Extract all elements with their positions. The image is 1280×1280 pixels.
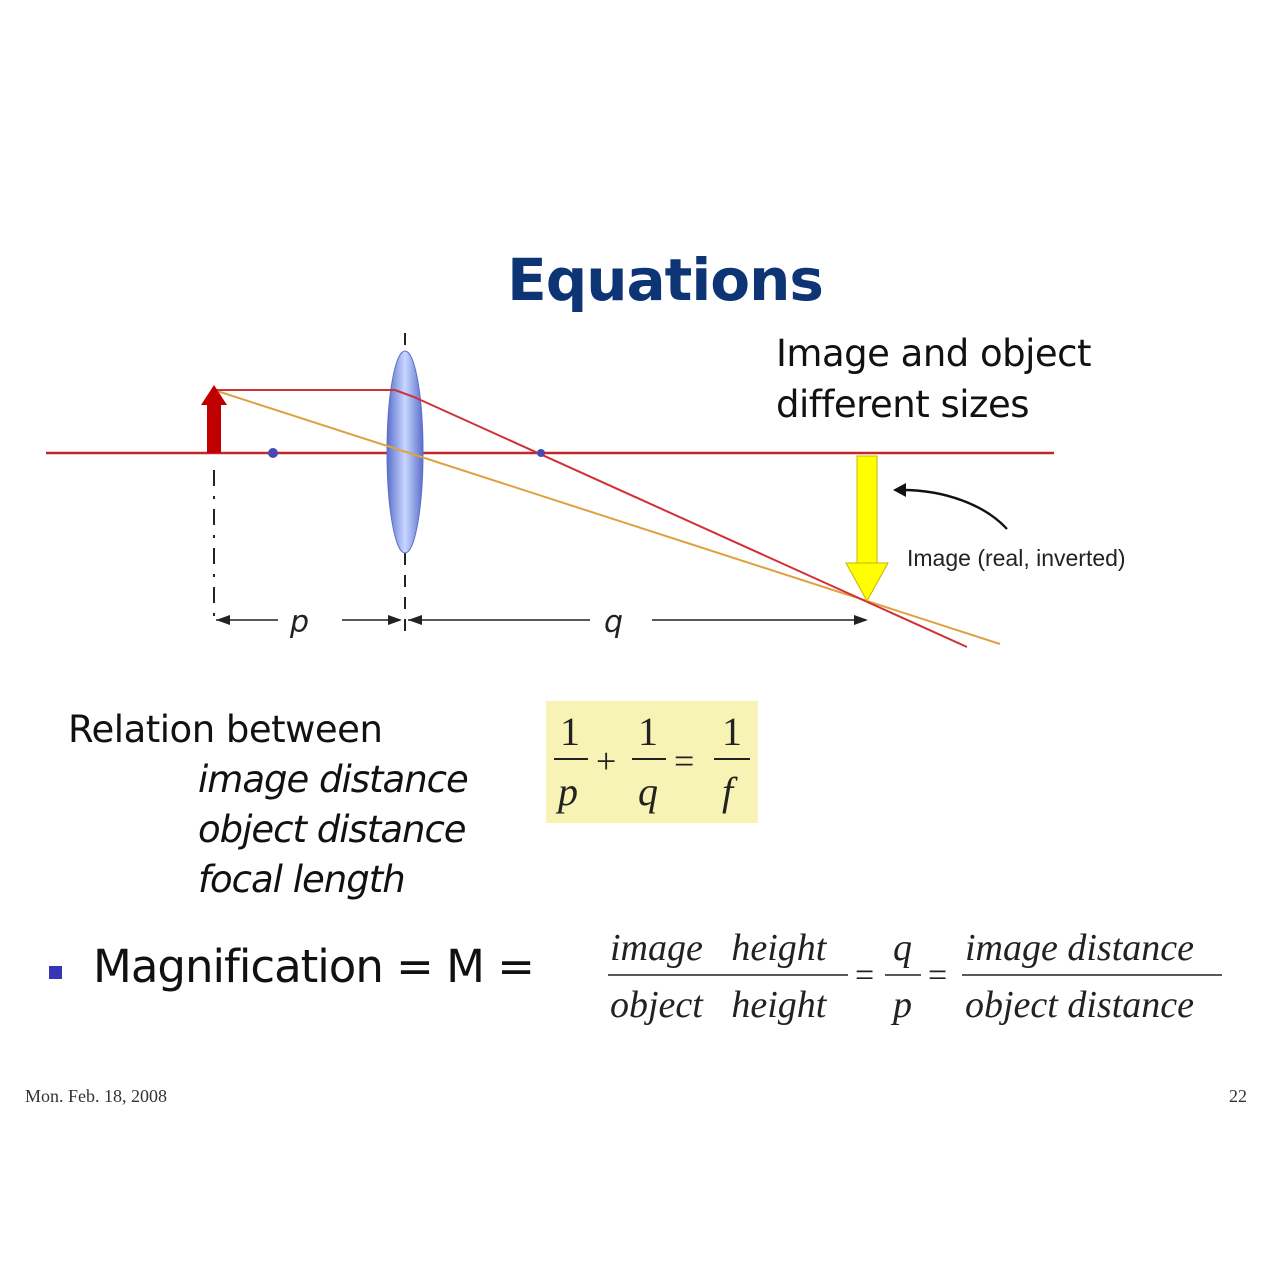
footer-date: Mon. Feb. 18, 2008 <box>25 1086 168 1106</box>
note-line-2: different sizes <box>776 383 1029 426</box>
mag-frac3-denominator: object distance <box>965 984 1194 1026</box>
lens-eq-numerator-3: 1 <box>722 709 742 754</box>
q-arrow-right <box>854 615 868 625</box>
relation-item-object-distance: object distance <box>198 808 467 851</box>
mag-frac1-numerator: image height <box>610 927 828 969</box>
image-arrow-head <box>845 562 889 603</box>
p-label: p <box>289 605 309 640</box>
lens-eq-denominator-2: q <box>638 769 658 814</box>
mag-frac2-denominator: p <box>890 984 912 1026</box>
p-arrow-right <box>388 615 402 625</box>
page-number: 22 <box>1229 1086 1247 1106</box>
note-text: Image and object different sizes <box>776 328 1092 430</box>
object-arrow-head <box>201 385 227 405</box>
focal-point-right <box>537 449 545 457</box>
note-line-1: Image and object <box>776 332 1092 375</box>
magnification-formula: image height object height = q p = image… <box>608 927 1222 1026</box>
image-pointer-arrow <box>901 488 1008 530</box>
lens-eq-denominator-1: p <box>555 769 578 814</box>
slide-title: Equations <box>507 246 824 314</box>
mag-frac2-numerator: q <box>893 927 912 969</box>
magnification-label: Magnification = M = <box>93 940 535 993</box>
q-arrow-left <box>408 615 422 625</box>
mag-equals-2: = <box>928 957 947 994</box>
q-label: q <box>604 605 623 640</box>
relation-item-image-distance: image distance <box>198 758 469 801</box>
relation-item-focal-length: focal length <box>198 858 406 901</box>
mag-frac1-denominator: object height <box>610 984 828 1026</box>
p-arrow-left <box>216 615 230 625</box>
mag-frac3-numerator: image distance <box>965 927 1194 969</box>
lens-eq-denominator-3: f <box>722 769 738 814</box>
lens-equation-formula: 1 p + 1 q = 1 f <box>554 709 750 814</box>
image-label: Image (real, inverted) <box>907 545 1126 571</box>
lens-eq-equals: = <box>674 741 694 781</box>
lens-eq-numerator-1: 1 <box>560 709 580 754</box>
relation-heading: Relation between <box>68 708 383 751</box>
object-arrow-shaft <box>207 403 221 453</box>
bullet-icon <box>49 966 62 979</box>
mag-equals-1: = <box>855 957 874 994</box>
ray-parallel <box>214 389 968 648</box>
image-pointer-arrowhead <box>893 483 906 497</box>
focal-point-left <box>268 448 278 458</box>
lens-equation: 1 p + 1 q = 1 f <box>546 701 758 823</box>
lens-eq-numerator-2: 1 <box>638 709 658 754</box>
image-arrow-shaft <box>856 455 878 565</box>
lens-eq-plus: + <box>596 741 616 781</box>
